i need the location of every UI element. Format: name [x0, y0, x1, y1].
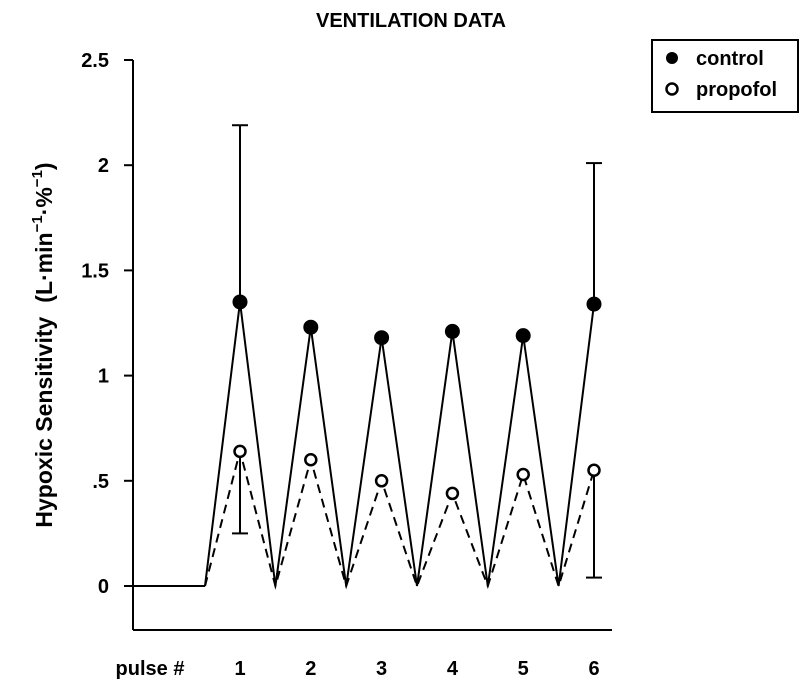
y-axis-label: Hypoxic Sensitivity(L·min−1·%−1): [29, 162, 57, 527]
y-axis-label-sup-2: −1: [29, 170, 46, 187]
x-tick-label: 5: [518, 658, 529, 680]
error-bars: [232, 124, 602, 579]
legend-control-marker: [666, 52, 678, 64]
chart-title: VENTILATION DATA: [316, 10, 506, 32]
x-tick-label: 4: [447, 658, 459, 680]
data-point-control: [586, 296, 602, 312]
y-axis-label-unit-close: ): [31, 162, 57, 170]
legend-box: [651, 39, 799, 113]
data-point-control: [303, 319, 319, 335]
y-axis-label-main: Hypoxic Sensitivity: [31, 316, 57, 527]
data-point-propofol: [516, 467, 530, 482]
legend-control-label: control: [696, 48, 764, 70]
x-tick-label: 6: [588, 658, 599, 680]
data-point-control: [374, 330, 390, 346]
data-point-control: [232, 294, 248, 310]
y-tick-label: 2: [98, 155, 109, 177]
x-tick-label: 2: [305, 658, 316, 680]
data-point-propofol: [445, 486, 460, 501]
y-axis: 0 .5 1 1.5 2 2.5: [81, 50, 134, 630]
data-point-propofol: [304, 453, 318, 467]
x-axis-label: pulse #: [116, 658, 185, 680]
series-lines: [133, 301, 595, 590]
x-axis: 1 2 3 4 5 6: [133, 629, 612, 680]
x-tick-label: 1: [234, 658, 245, 680]
legend-propofol-marker: [665, 82, 679, 96]
series-line-control: [204, 301, 595, 587]
y-tick-label: 1: [98, 366, 109, 388]
data-point-control: [444, 323, 460, 339]
data-point-propofol: [233, 444, 247, 459]
legend: control propofol: [651, 39, 799, 113]
data-point-propofol: [374, 474, 389, 488]
y-axis-label-unit-mid: ·%: [31, 187, 57, 215]
y-axis-label-sup-1: −1: [29, 215, 46, 232]
y-tick-label: 2.5: [81, 50, 109, 72]
series-line-propofol: [204, 447, 595, 590]
x-tick-label: 3: [376, 658, 387, 680]
data-point-control: [515, 328, 531, 344]
y-axis-label-unit-open: (L·min: [31, 232, 57, 302]
data-point-propofol: [587, 463, 601, 478]
y-tick-label: 1.5: [81, 260, 109, 282]
legend-propofol-label: propofol: [696, 79, 777, 101]
y-tick-label: 0: [98, 576, 109, 598]
y-tick-label: .5: [92, 471, 109, 493]
data-markers: [232, 294, 602, 501]
